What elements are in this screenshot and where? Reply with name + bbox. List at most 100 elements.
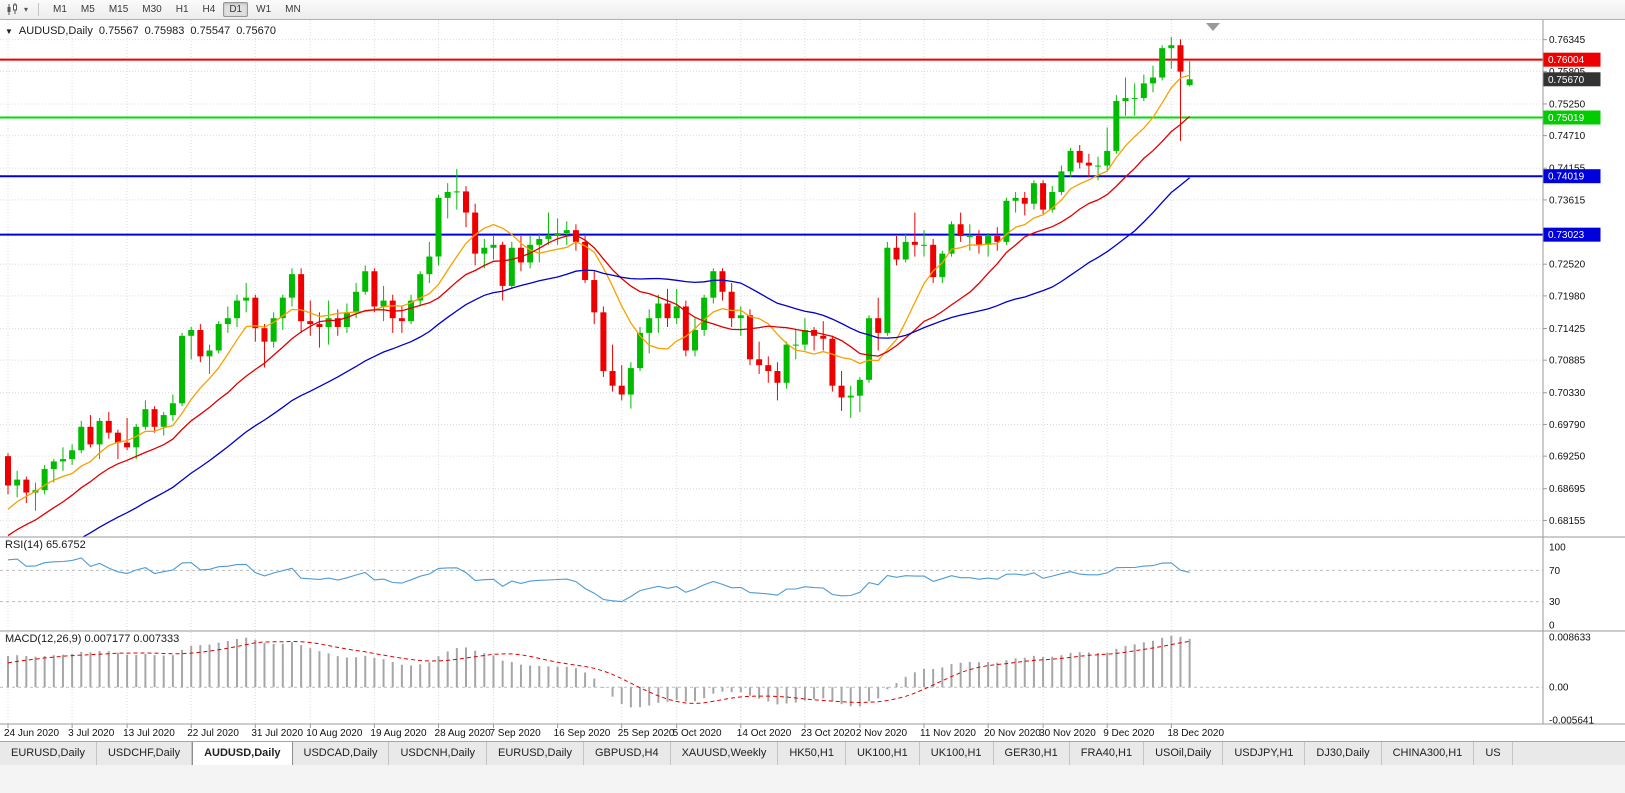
candle-body [911, 241, 918, 245]
price-grid-label: 0.70330 [1549, 388, 1586, 399]
candle-body [371, 271, 378, 307]
price-tag-resistance-red[interactable] [1543, 52, 1601, 67]
chart-shift-marker[interactable] [1206, 23, 1220, 31]
toolbar: ▾ M1 M5 M15 M30 H1 H4 D1 W1 MN [0, 0, 1625, 20]
date-label: 31 Jul 2020 [251, 728, 303, 739]
price-tag-support-blue-2[interactable] [1543, 227, 1601, 242]
toolbar-separator [38, 3, 40, 16]
price-tag-last-price[interactable] [1543, 72, 1601, 87]
macd-axis-label: 0.008633 [1549, 633, 1591, 644]
candle-body [801, 329, 808, 345]
timeframe-button-mn[interactable]: MN [279, 2, 307, 17]
candle-body [554, 233, 561, 237]
candle-body [939, 253, 946, 278]
symbol-period-label: AUDUSD,Daily [18, 25, 93, 37]
candle-body [1021, 197, 1028, 204]
timeframe-button-w1[interactable]: W1 [250, 2, 277, 17]
timeframe-button-m30[interactable]: M30 [136, 2, 167, 17]
price-tag-support-blue-1[interactable] [1543, 169, 1601, 184]
candle-body [572, 230, 579, 242]
candle-body [875, 318, 882, 333]
candle-body [334, 318, 341, 328]
candle-body [1003, 200, 1010, 242]
candle-body [426, 256, 433, 275]
candle-body [1104, 150, 1111, 166]
candle-body [59, 459, 66, 462]
candle-body [719, 271, 726, 292]
chart-tab-usdjpy-h1[interactable]: USDJPY,H1 [1223, 742, 1306, 765]
chart-tab-usdcad-daily[interactable]: USDCAD,Daily [292, 742, 390, 765]
chart-tab-uk100-h1[interactable]: UK100,H1 [845, 742, 920, 765]
date-label: 5 Oct 2020 [673, 728, 722, 739]
rsi-label: RSI(14) 65.6752 [5, 539, 86, 551]
price-grid-label: 0.75250 [1549, 99, 1586, 110]
candle-body [838, 385, 845, 398]
chart-type-icon[interactable] [4, 2, 22, 17]
chart-tab-audusd-daily[interactable]: AUDUSD,Daily [192, 742, 293, 765]
chart-tab-xauusd-weekly[interactable]: XAUUSD,Weekly [670, 742, 779, 765]
chart-tab-eurusd-daily[interactable]: EURUSD,Daily [0, 742, 97, 765]
candle-body [197, 329, 204, 357]
candle-body [646, 318, 653, 333]
candle-body [69, 450, 76, 460]
price-grid-label: 0.71425 [1549, 324, 1586, 335]
candle-body [508, 247, 515, 286]
candle-body [169, 403, 176, 416]
candle-body [975, 236, 982, 245]
candle-body [682, 306, 689, 351]
candle-body [765, 365, 772, 372]
chart-tab-eurusd-daily[interactable]: EURUSD,Daily [487, 742, 584, 765]
price-grid-label: 0.68695 [1549, 484, 1586, 495]
candle-body [463, 191, 469, 213]
chart-tab-uk100-h1[interactable]: UK100,H1 [919, 742, 994, 765]
price-tag-label-support-green: 0.75019 [1548, 113, 1585, 124]
timeframe-button-h1[interactable]: H1 [170, 2, 195, 17]
chart-tab-dj30-daily[interactable]: DJ30,Daily [1305, 742, 1382, 765]
candle-body [5, 456, 11, 486]
candle-body [517, 247, 524, 263]
chart-tab-fra40-h1[interactable]: FRA40,H1 [1069, 742, 1145, 765]
timeframe-button-d1[interactable]: D1 [223, 2, 249, 17]
timeframe-button-h4[interactable]: H4 [197, 2, 222, 17]
candle-body [673, 306, 680, 319]
chart-tab-us[interactable]: US [1474, 742, 1513, 765]
candle-body [1030, 183, 1037, 204]
chart-tab-usoil-daily[interactable]: USOil,Daily [1144, 742, 1224, 765]
candle-body [444, 191, 451, 198]
rsi-line [7, 557, 1190, 603]
chart-tab-hk50-h1[interactable]: HK50,H1 [778, 742, 846, 765]
chart-type-dropdown-icon[interactable]: ▾ [24, 5, 29, 14]
chart-tab-usdcnh-daily[interactable]: USDCNH,Daily [389, 742, 488, 765]
timeframe-button-m15[interactable]: M15 [103, 2, 134, 17]
chart-tab-usdchf-daily[interactable]: USDCHF,Daily [96, 742, 193, 765]
timeframe-button-m5[interactable]: M5 [75, 2, 101, 17]
candle-body [50, 461, 57, 470]
candle-body [692, 329, 698, 351]
chart-tab-gbpusd-h4[interactable]: GBPUSD,H4 [584, 742, 671, 765]
candle-body [637, 332, 644, 369]
candle-body [261, 328, 268, 342]
candle-body [737, 315, 744, 319]
symbol-dropdown-icon[interactable]: ▼ [5, 26, 13, 36]
candle-body [582, 241, 589, 281]
chart-tab-china300-h1[interactable]: CHINA300,H1 [1381, 742, 1475, 765]
chart-tab-ger30-h1[interactable]: GER30,H1 [993, 742, 1070, 765]
timeframe-button-m1[interactable]: M1 [47, 2, 73, 17]
candle-body [627, 368, 634, 395]
candle-body [499, 244, 506, 286]
price-tag-label-support-blue-2: 0.73023 [1548, 230, 1585, 241]
chart-area[interactable]: 0.763450.758050.752500.747100.741550.736… [0, 20, 1625, 741]
candle-body [618, 385, 625, 395]
candle-body [188, 329, 195, 336]
candle-body [820, 335, 827, 339]
candle-body [490, 244, 497, 248]
date-label: 19 Aug 2020 [370, 728, 427, 739]
candle-body [728, 291, 735, 319]
chart-svg[interactable]: 0.763450.758050.752500.747100.741550.736… [0, 20, 1625, 741]
rsi-axis-label: 30 [1549, 597, 1561, 608]
date-label: 7 Sep 2020 [489, 728, 541, 739]
date-label: 30 Nov 2020 [1039, 728, 1096, 739]
price-tag-support-green[interactable] [1543, 110, 1601, 125]
close-value: 0.75670 [236, 25, 276, 37]
candle-body [124, 442, 131, 448]
